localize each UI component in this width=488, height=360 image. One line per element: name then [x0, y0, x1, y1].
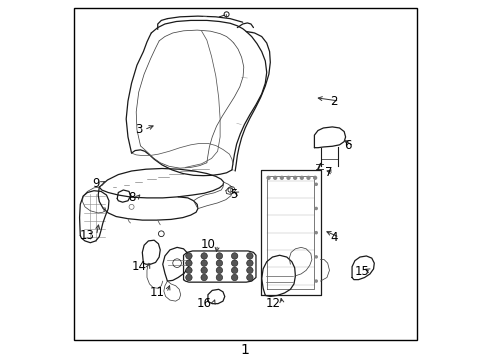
Circle shape — [247, 261, 252, 266]
Circle shape — [201, 261, 206, 266]
Circle shape — [266, 176, 269, 179]
Circle shape — [232, 253, 237, 258]
Circle shape — [232, 268, 237, 273]
Circle shape — [217, 275, 222, 280]
Circle shape — [314, 231, 317, 234]
Text: 14: 14 — [132, 260, 147, 273]
Circle shape — [247, 268, 252, 273]
Circle shape — [314, 256, 317, 258]
Text: 16: 16 — [196, 297, 211, 310]
Circle shape — [280, 176, 283, 179]
Text: 9: 9 — [92, 177, 99, 190]
Circle shape — [186, 253, 191, 258]
Circle shape — [313, 176, 316, 179]
Circle shape — [232, 261, 237, 266]
Circle shape — [314, 280, 317, 282]
Circle shape — [306, 176, 309, 179]
Text: 3: 3 — [135, 123, 142, 136]
Circle shape — [201, 275, 206, 280]
Text: 5: 5 — [229, 188, 237, 201]
Text: 8: 8 — [127, 192, 135, 204]
Text: 10: 10 — [201, 238, 215, 251]
Text: 2: 2 — [329, 95, 337, 108]
Circle shape — [293, 176, 296, 179]
Circle shape — [217, 253, 222, 258]
Text: 12: 12 — [265, 297, 280, 310]
Circle shape — [217, 261, 222, 266]
Text: 15: 15 — [354, 265, 368, 278]
Circle shape — [201, 253, 206, 258]
Text: 4: 4 — [329, 231, 337, 244]
Circle shape — [247, 275, 252, 280]
Text: 1: 1 — [240, 343, 248, 357]
Circle shape — [186, 268, 191, 273]
Text: 6: 6 — [344, 139, 351, 152]
Text: 11: 11 — [150, 287, 164, 300]
Circle shape — [314, 207, 317, 210]
Circle shape — [247, 253, 252, 258]
Circle shape — [286, 176, 289, 179]
Circle shape — [300, 176, 303, 179]
Circle shape — [186, 261, 191, 266]
Circle shape — [314, 183, 317, 185]
Circle shape — [232, 275, 237, 280]
Circle shape — [201, 268, 206, 273]
Text: 13: 13 — [80, 229, 95, 242]
Text: 7: 7 — [324, 166, 332, 179]
Circle shape — [273, 176, 276, 179]
Circle shape — [186, 275, 191, 280]
Circle shape — [217, 268, 222, 273]
